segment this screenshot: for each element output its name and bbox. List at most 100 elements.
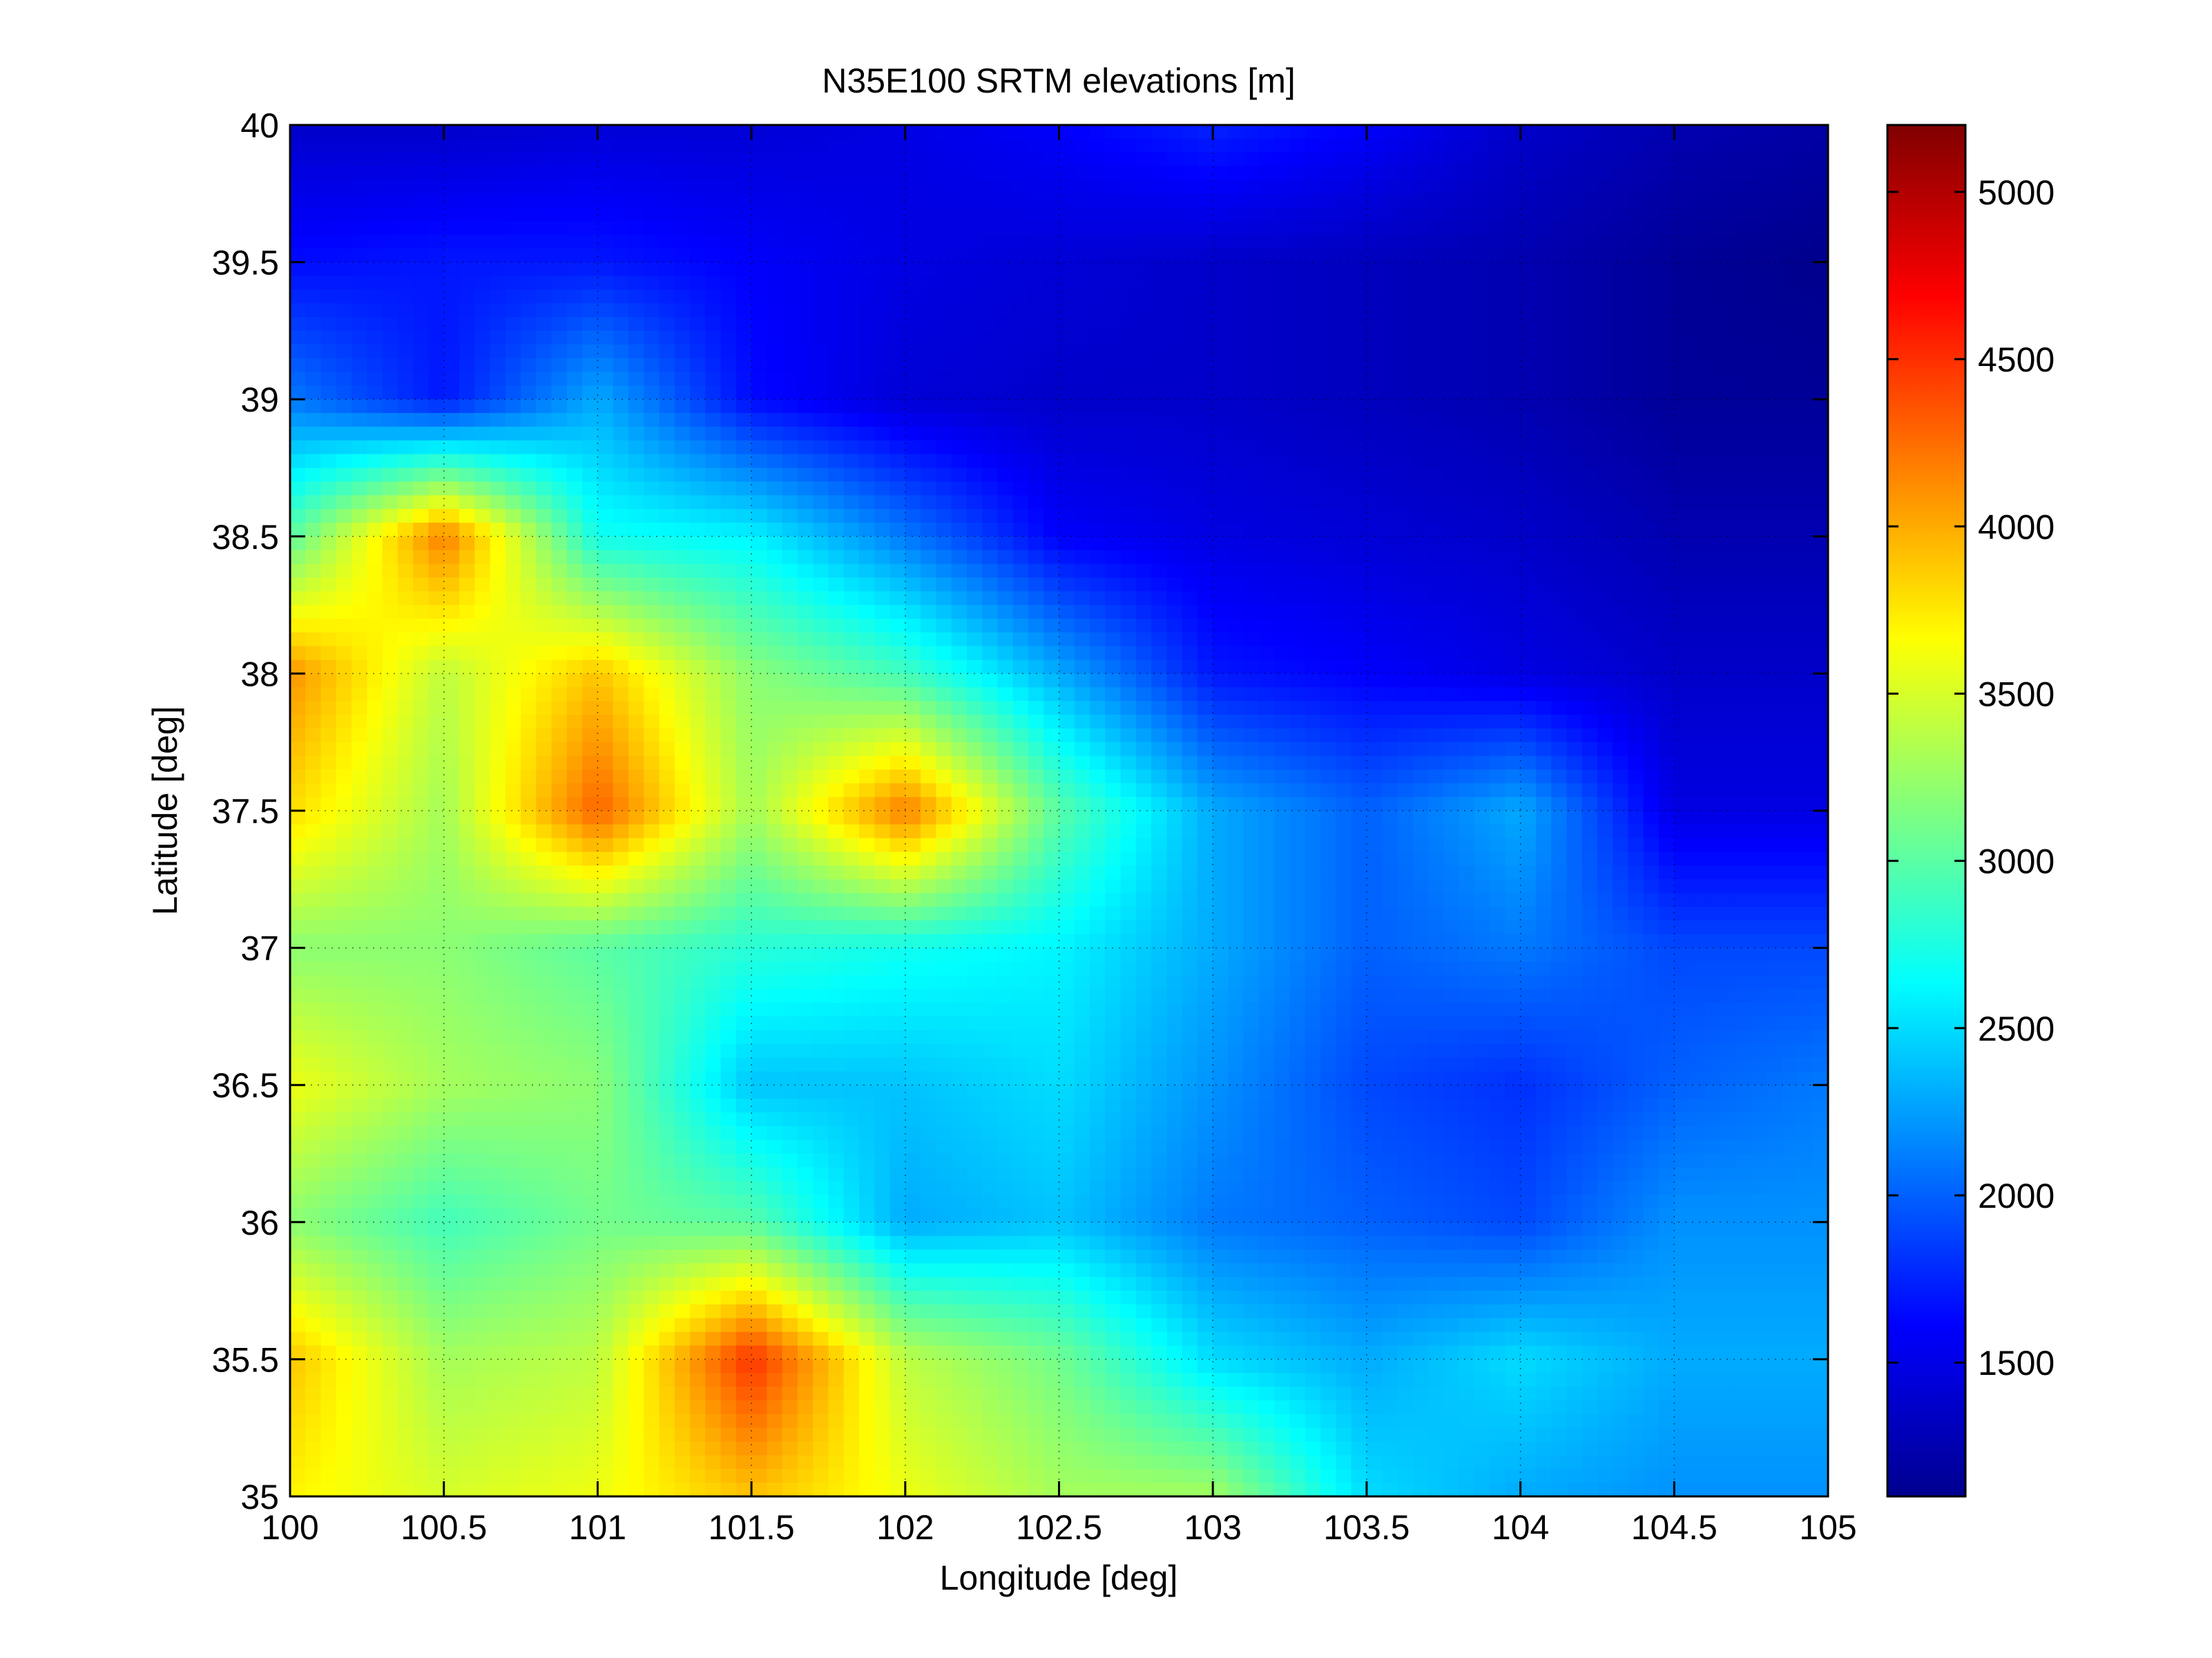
heatmap-cell: [982, 715, 998, 729]
heatmap-cell: [1274, 564, 1290, 578]
heatmap-cell: [1213, 673, 1229, 687]
heatmap-cell: [552, 317, 568, 331]
heatmap-cell: [1382, 249, 1398, 262]
heatmap-cell: [1797, 564, 1813, 578]
heatmap-cell: [1367, 797, 1383, 811]
heatmap-cell: [459, 769, 475, 783]
heatmap-cell: [890, 797, 906, 811]
heatmap-cell: [1566, 153, 1582, 166]
heatmap-cell: [1367, 742, 1383, 756]
heatmap-cell: [336, 729, 352, 742]
heatmap-cell: [1459, 345, 1475, 358]
heatmap-cell: [1751, 605, 1767, 619]
heatmap-cell: [1459, 372, 1475, 385]
heatmap-cell: [1382, 153, 1398, 166]
heatmap-cell: [828, 207, 844, 221]
heatmap-cell: [1705, 701, 1721, 715]
heatmap-cell: [290, 454, 306, 468]
heatmap-cell: [1198, 276, 1213, 289]
heatmap-cell: [367, 385, 383, 399]
heatmap-cell: [336, 276, 352, 289]
heatmap-cell: [1443, 385, 1459, 399]
heatmap-cell: [1813, 742, 1829, 756]
heatmap-cell: [1028, 153, 1044, 166]
heatmap-cell: [997, 633, 1013, 646]
heatmap-cell: [1782, 399, 1798, 413]
heatmap-cell: [582, 660, 598, 674]
heatmap-cell: [383, 687, 398, 701]
heatmap-cell: [767, 207, 782, 221]
heatmap-cell: [1813, 207, 1829, 221]
heatmap-cell: [1198, 235, 1213, 249]
heatmap-cell: [1244, 550, 1260, 564]
heatmap-cell: [890, 550, 906, 564]
heatmap-cell: [874, 358, 890, 372]
heatmap-cell: [1797, 153, 1813, 166]
heatmap-cell: [413, 550, 429, 564]
heatmap-cell: [1259, 742, 1275, 756]
heatmap-cell: [813, 289, 829, 303]
heatmap-cell: [1767, 742, 1782, 756]
heatmap-cell: [1228, 646, 1244, 660]
heatmap-cell: [398, 687, 414, 701]
heatmap-cell: [1274, 605, 1290, 619]
heatmap-cell: [1443, 399, 1459, 413]
heatmap-cell: [1720, 262, 1736, 276]
heatmap-cell: [1597, 523, 1613, 537]
heatmap-cell: [1443, 358, 1459, 372]
heatmap-cell: [1075, 454, 1090, 468]
heatmap-cell: [1121, 207, 1137, 221]
heatmap-cell: [751, 413, 767, 427]
heatmap-cell: [1705, 660, 1721, 674]
heatmap-cell: [1782, 468, 1798, 482]
heatmap-cell: [936, 619, 952, 633]
heatmap-cell: [690, 769, 706, 783]
heatmap-cell: [1274, 619, 1290, 633]
heatmap-cell: [1336, 413, 1352, 427]
heatmap-cell: [828, 331, 844, 345]
heatmap-cell: [321, 249, 337, 262]
heatmap-cell: [1397, 345, 1413, 358]
heatmap-cell: [1244, 153, 1260, 166]
heatmap-cell: [582, 468, 598, 482]
heatmap-cell: [1505, 317, 1521, 331]
heatmap-cell: [1166, 742, 1182, 756]
heatmap-cell: [1735, 276, 1751, 289]
heatmap-cell: [336, 797, 352, 811]
heatmap-cell: [1044, 660, 1059, 674]
heatmap-cell: [1690, 166, 1706, 180]
heatmap-cell: [1413, 577, 1429, 591]
heatmap-cell: [767, 756, 782, 770]
heatmap-cell: [967, 742, 983, 756]
heatmap-cell: [1136, 235, 1152, 249]
heatmap-cell: [628, 687, 644, 701]
heatmap-cell: [1597, 673, 1613, 687]
heatmap-cell: [1551, 633, 1567, 646]
heatmap-cell: [705, 207, 721, 221]
heatmap-cell: [1797, 550, 1813, 564]
heatmap-cell: [1182, 591, 1198, 605]
heatmap-cell: [1720, 619, 1736, 633]
heatmap-cell: [321, 235, 337, 249]
heatmap-cell: [1090, 221, 1106, 235]
heatmap-cell: [567, 207, 583, 221]
heatmap-cell: [1028, 345, 1044, 358]
heatmap-cell: [675, 523, 691, 537]
heatmap-cell: [1797, 276, 1813, 289]
heatmap-cell: [413, 509, 429, 523]
heatmap-cell: [597, 633, 613, 646]
heatmap-cell: [1597, 385, 1613, 399]
heatmap-cell: [736, 481, 752, 495]
heatmap-cell: [1059, 235, 1075, 249]
heatmap-cell: [1274, 207, 1290, 221]
heatmap-cell: [459, 619, 475, 633]
heatmap-cell: [952, 591, 968, 605]
heatmap-cell: [582, 756, 598, 770]
heatmap-cell: [1797, 591, 1813, 605]
heatmap-cell: [798, 139, 814, 153]
heatmap-cell: [1705, 769, 1721, 783]
heatmap-cell: [890, 673, 906, 687]
heatmap-cell: [982, 729, 998, 742]
heatmap-cell: [1782, 358, 1798, 372]
heatmap-cell: [582, 413, 598, 427]
